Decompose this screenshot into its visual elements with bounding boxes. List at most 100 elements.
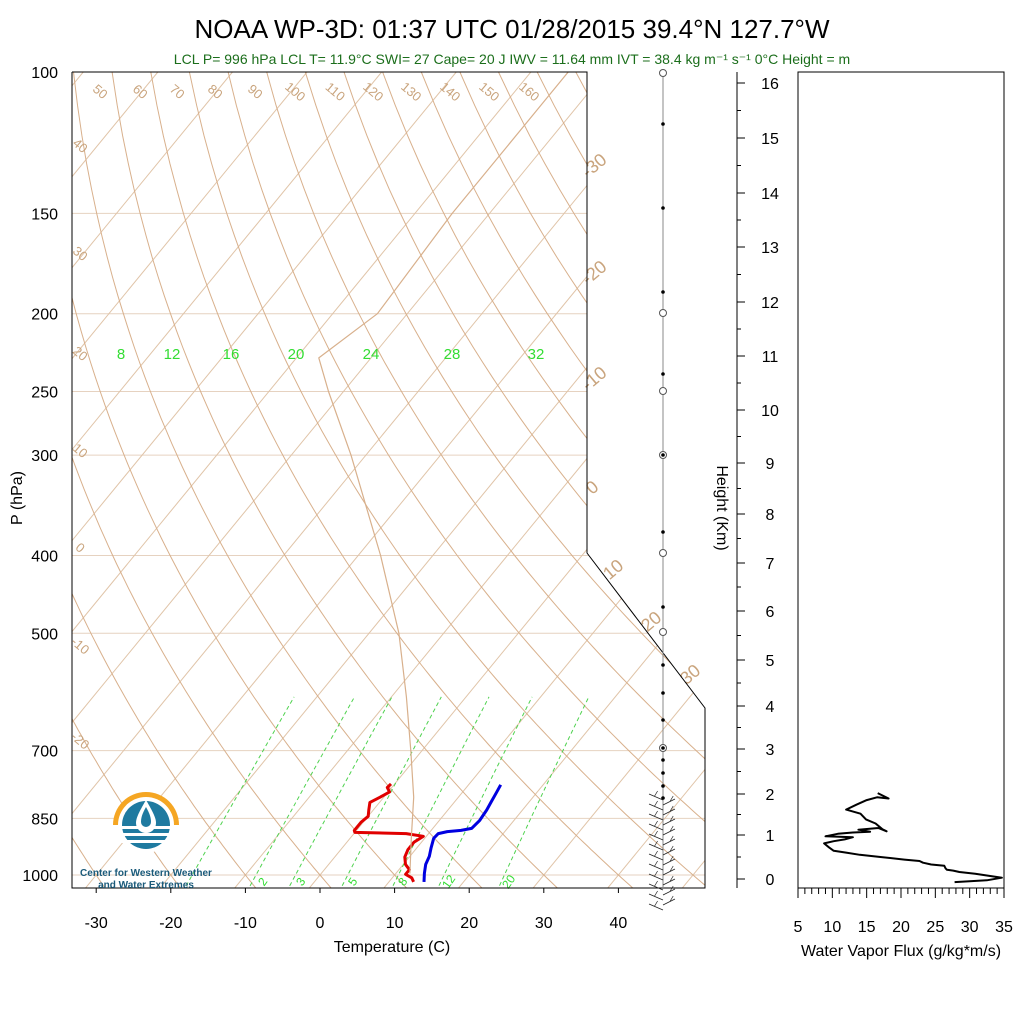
wind-barb-flag [654, 880, 658, 887]
isotherm-line [72, 72, 233, 888]
pressure-tick-label: 500 [31, 626, 58, 643]
dry-adiabat [304, 72, 705, 888]
isotherm-line [305, 72, 705, 888]
wind-barb-flag [669, 835, 674, 842]
wind-barb-flag [669, 895, 674, 902]
wind-barb-flag [669, 875, 674, 882]
height-marker-dot [661, 206, 665, 210]
temperature-tick-label: 10 [386, 915, 404, 932]
wind-barb [648, 833, 664, 841]
dry-adiabat-label: 130 [398, 79, 424, 104]
isotherm-line [754, 72, 1024, 892]
wind-barb [648, 813, 664, 821]
dry-adiabat [459, 72, 705, 888]
pressure-axis: 100 150 200 250 300 400 500 700 850 1000 [22, 65, 58, 885]
mixing-ratio-line [496, 696, 590, 888]
right-edge-label: -10 [578, 362, 611, 394]
wind-barb-flag [669, 885, 674, 892]
moist-adiabat-label: 28 [444, 346, 461, 363]
height-marker-ring [659, 628, 667, 636]
height-axis-label: Height (Km) [713, 465, 730, 550]
height-marker-ring [659, 69, 667, 77]
temperature-tick-label: 30 [535, 915, 553, 932]
dry-adiabat [73, 72, 487, 888]
dry-adiabat-label: 140 [437, 79, 463, 104]
height-marker-dot [661, 784, 665, 788]
dry-adiabat-label: 70 [167, 81, 188, 102]
wind-barb-flag [654, 860, 658, 867]
height-marker-dot [661, 663, 665, 667]
flux-tick-label: 25 [926, 919, 944, 936]
left-edge-label: 20 [70, 343, 91, 364]
dry-adiabat [72, 72, 260, 888]
isotherm-line [72, 72, 681, 888]
pressure-tick-label: 200 [31, 307, 58, 324]
temperature-tick-label: -10 [234, 915, 257, 932]
isotherm-line [454, 72, 705, 888]
wind-barb-flag [654, 890, 658, 897]
dry-adiabat [188, 72, 705, 888]
height-marker-ring [659, 549, 667, 557]
wind-barb-flag [654, 810, 658, 817]
pressure-tick-label: 850 [31, 811, 58, 828]
background-line-labels: 50 60 70 80 90 100 110 120 130 140 150 160403020100… [68, 79, 704, 891]
height-tick-label: 13 [761, 240, 779, 257]
isotherm-line [72, 72, 457, 888]
flux-tick-label: 15 [858, 919, 876, 936]
isotherm-line [380, 72, 705, 888]
mixing-ratio-label: 3 [293, 875, 308, 889]
dry-adiabat-label: 150 [476, 79, 502, 104]
logo-text-line1: Center for Western Weather [80, 868, 212, 879]
flux-panel-frame [797, 71, 1005, 889]
isotherm-line [156, 72, 705, 888]
wind-barb-flag [669, 805, 674, 812]
mixing-ratio-line [435, 696, 533, 888]
water-drop-logo-icon [113, 792, 179, 853]
chart-subtitle: LCL P= 996 hPa LCL T= 11.9°C SWI= 27 Cap… [174, 51, 850, 67]
isotherm-lines [72, 72, 1024, 892]
wind-barb [662, 878, 676, 886]
temperature-tick-label: 40 [610, 915, 628, 932]
height-tick-label: 7 [766, 556, 775, 573]
dry-adiabat [111, 72, 562, 888]
height-tick-label: 9 [766, 456, 775, 473]
right-edge-label: 30 [676, 660, 704, 688]
dry-adiabat-lines [72, 72, 705, 888]
mixing-ratio-line [285, 696, 393, 888]
pressure-tick-label: 150 [31, 206, 58, 223]
flux-tick-label: 10 [823, 919, 841, 936]
height-marker-dot [661, 372, 665, 376]
dewpoint-trace [422, 784, 503, 882]
height-marker-dot [661, 605, 665, 609]
pressure-tick-label: 100 [31, 65, 58, 82]
height-tick-label: 15 [761, 131, 779, 148]
wind-barb [648, 853, 664, 861]
pressure-axis-label: P (hPa) [9, 471, 26, 525]
mixing-ratio-lines [182, 696, 590, 888]
height-marker-dot [661, 796, 665, 800]
height-tick-label: 0 [766, 872, 775, 889]
wind-barb [648, 883, 664, 891]
height-tick-label: 4 [766, 699, 775, 716]
wind-barb-flag [669, 855, 674, 862]
dry-adiabat [72, 72, 336, 888]
wind-barb-column [648, 69, 676, 911]
dry-adiabat [382, 72, 705, 888]
wind-barb [662, 798, 676, 806]
dry-adiabat-label: 120 [360, 79, 386, 104]
flux-tick-label: 30 [961, 919, 979, 936]
wind-barb [648, 893, 664, 901]
moist-adiabat-label: 12 [164, 346, 181, 363]
wind-barb-flag [654, 820, 658, 827]
temperature-tick-label: -20 [159, 915, 182, 932]
wind-barb [648, 843, 664, 851]
moist-adiabat-label: 24 [363, 346, 380, 363]
height-tick-label: 12 [761, 295, 779, 312]
right-edge-label: 0 [582, 477, 603, 499]
wind-barb [648, 873, 664, 881]
left-edge-label: 0 [73, 540, 88, 556]
height-marker-dot [661, 122, 665, 126]
height-marker-dot [661, 746, 665, 750]
